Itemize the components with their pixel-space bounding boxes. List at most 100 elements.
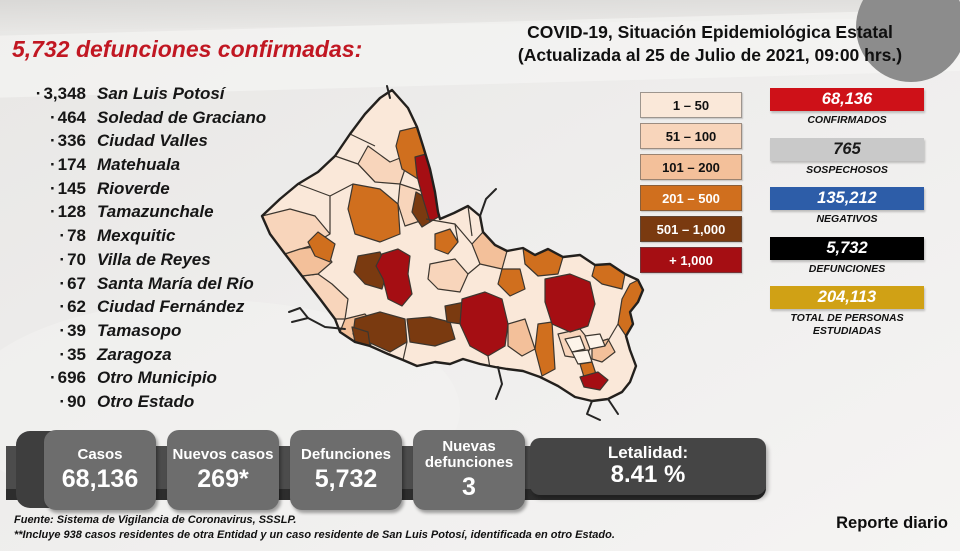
map-cell xyxy=(497,268,526,297)
summary-box-value: 269* xyxy=(197,464,249,493)
municipality-name: Villa de Reyes xyxy=(97,249,211,269)
count-value: 35 xyxy=(67,344,86,364)
legend-item: 51 – 100 xyxy=(640,123,742,149)
list-item: · 78 Mexquitic xyxy=(12,226,266,250)
municipality-name: Soledad de Graciano xyxy=(97,107,267,127)
count-value: 78 xyxy=(67,226,86,246)
legend-item: 201 – 500 xyxy=(640,185,742,211)
stat-group: 135,212 NEGATIVOS xyxy=(770,187,924,226)
count-value: 145 xyxy=(57,178,86,198)
death-count: · 464 xyxy=(12,108,86,128)
stat-group: 5,732 DEFUNCIONES xyxy=(770,236,924,276)
stat-label: SOSPECHOSOS xyxy=(806,163,888,176)
bullet: · xyxy=(35,84,42,103)
bullet: · xyxy=(59,297,66,317)
death-count: · 78 xyxy=(12,226,86,246)
municipality-name: Otro Municipio xyxy=(97,368,217,388)
list-item: · 35 Zaragoza xyxy=(12,345,266,369)
stat-group: 68,136 CONFIRMADOS xyxy=(770,88,924,127)
list-item: · 62 Ciudad Fernández xyxy=(12,297,266,321)
count-value: 62 xyxy=(67,297,86,317)
legend-item: 501 – 1,000 xyxy=(640,216,742,242)
count-value: 464 xyxy=(57,107,86,127)
stat-group: 765 SOSPECHOSOS xyxy=(770,137,924,177)
map-cell xyxy=(544,273,596,333)
border-line xyxy=(467,263,481,275)
border-line xyxy=(334,155,376,183)
border-line xyxy=(349,133,376,147)
bullet: · xyxy=(59,320,66,340)
summary-box-casos: Casos 68,136 xyxy=(44,430,156,510)
map-cell xyxy=(534,321,556,377)
count-value: 174 xyxy=(57,155,86,175)
page-title: COVID-19, Situación Epidemiológica Estat… xyxy=(468,21,952,67)
count-value: 3,348 xyxy=(43,84,86,103)
count-value: 39 xyxy=(67,320,86,340)
choropleth-map-container xyxy=(240,83,660,425)
count-value: 696 xyxy=(57,368,86,388)
summary-box-defunciones: Defunciones 5,732 xyxy=(290,430,402,510)
summary-box-nuevas-defunciones: Nuevas defunciones 3 xyxy=(413,430,525,510)
summary-box-label: Defunciones xyxy=(300,445,391,463)
report-type-label: Reporte diario xyxy=(836,514,948,532)
state-totals-panel: 68,136 CONFIRMADOS 765 SOSPECHOSOS 135,2… xyxy=(770,88,924,349)
road-line xyxy=(479,188,497,217)
summary-box-value: 5,732 xyxy=(314,464,378,493)
death-count: · 3,348 xyxy=(12,84,86,104)
lethality-value: 8.41 % xyxy=(610,461,686,489)
footnote-line: **Incluye 938 casos residentes de otra E… xyxy=(14,529,615,541)
death-count: · 35 xyxy=(12,345,86,365)
road-line xyxy=(288,307,309,319)
map-cell xyxy=(307,231,336,263)
legend-item: 1 – 50 xyxy=(640,92,742,118)
bullet: · xyxy=(59,249,66,269)
roads xyxy=(288,85,619,421)
map-cell xyxy=(375,248,413,307)
municipality-name: Zaragoza xyxy=(97,344,172,364)
map-cell xyxy=(406,316,456,347)
stat-value-bar: 135,212 xyxy=(770,187,924,211)
death-count: · 39 xyxy=(12,321,86,341)
count-value: 336 xyxy=(57,131,86,151)
death-count: · 90 xyxy=(12,392,86,412)
death-count: · 128 xyxy=(12,202,86,222)
death-count: · 67 xyxy=(12,274,86,294)
death-count: · 62 xyxy=(12,297,86,317)
road-line xyxy=(495,366,503,400)
list-item: · 464 Soledad de Graciano xyxy=(12,108,266,132)
stat-value-bar: 204,113 xyxy=(770,286,924,310)
municipality-name: Rioverde xyxy=(97,178,170,198)
bullet: · xyxy=(49,131,56,151)
bullet: · xyxy=(49,178,56,198)
lethality-label: Letalidad: xyxy=(607,443,689,463)
count-value: 70 xyxy=(67,249,86,269)
map-cell xyxy=(564,335,586,353)
list-item: · 70 Villa de Reyes xyxy=(12,250,266,274)
source-line: Fuente: Sistema de Vigilancia de Coronav… xyxy=(14,514,297,526)
map-cell xyxy=(427,258,469,293)
map-legend: 1 – 50 51 – 100 101 – 200 201 – 500 501 … xyxy=(640,92,742,278)
death-count: · 696 xyxy=(12,368,86,388)
bullet: · xyxy=(59,391,66,411)
title-line-2: (Actualizada al 25 de Julio de 2021, 09:… xyxy=(517,44,903,65)
death-count: · 174 xyxy=(12,155,86,175)
municipality-name: Ciudad Fernández xyxy=(97,297,245,317)
bullet: · xyxy=(59,273,66,293)
map-cell xyxy=(459,291,509,357)
border-line xyxy=(467,205,473,237)
stat-label: CONFIRMADOS xyxy=(807,114,887,126)
map-cell xyxy=(507,318,536,357)
bullet: · xyxy=(49,107,56,127)
border-line xyxy=(604,323,619,347)
list-item: · 3,348 San Luis Potosí xyxy=(12,84,266,108)
list-item: · 174 Matehuala xyxy=(12,155,266,179)
municipality-name: Ciudad Valles xyxy=(97,131,208,151)
municipality-name: Mexquitic xyxy=(97,226,176,246)
road-line xyxy=(386,85,391,99)
stat-label: NEGATIVOS xyxy=(816,213,878,226)
count-value: 67 xyxy=(67,273,86,293)
road-line xyxy=(291,317,346,330)
municipality-borders xyxy=(297,133,619,369)
municipality-name: Tamazunchale xyxy=(97,202,214,222)
